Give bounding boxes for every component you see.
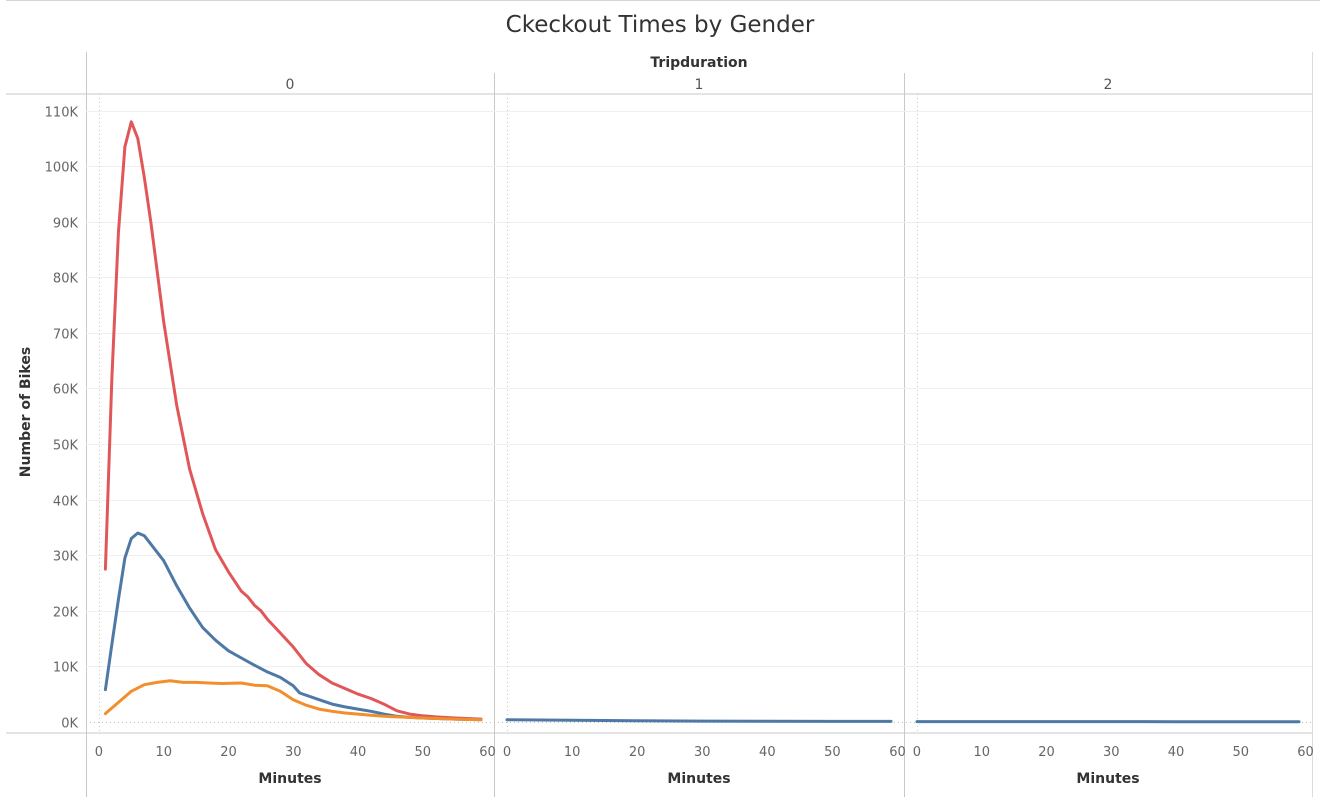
x-tick-label: 20: [1038, 745, 1055, 760]
x-tick-label: 40: [350, 745, 367, 760]
y-tick-label: 100K: [45, 161, 79, 176]
x-tick-label: 0: [95, 745, 103, 760]
x-tick-label: 10: [973, 745, 990, 760]
y-tick-label: 10K: [53, 661, 79, 676]
panel-header-label: 1: [695, 77, 704, 93]
y-tick-label: 70K: [53, 328, 79, 343]
x-tick-label: 50: [1232, 745, 1249, 760]
y-tick-label: 30K: [53, 550, 79, 565]
chart-title: Ckeckout Times by Gender: [505, 12, 815, 38]
y-tick-label: 50K: [53, 439, 79, 454]
x-tick-label: 40: [1168, 745, 1185, 760]
x-tick-label: 30: [694, 745, 711, 760]
x-axis-title: Minutes: [258, 771, 321, 787]
x-tick-label: 50: [414, 745, 431, 760]
series-line: [103, 679, 483, 722]
x-tick-label: 30: [285, 745, 302, 760]
x-tick-label: 60: [1297, 745, 1314, 760]
x-tick-label: 50: [824, 745, 841, 760]
x-tick-label: 60: [479, 745, 496, 760]
y-tick-label: 0K: [61, 717, 78, 732]
x-tick-label: 40: [759, 745, 776, 760]
x-tick-label: 10: [155, 745, 172, 760]
y-tick-label: 110K: [45, 106, 79, 121]
panel-header-label: 2: [1104, 77, 1113, 93]
panel-header-label: 0: [286, 77, 295, 93]
series-line: [103, 120, 483, 721]
x-tick-label: 30: [1103, 745, 1120, 760]
x-tick-label: 20: [220, 745, 237, 760]
x-axis-title: Minutes: [1076, 771, 1139, 787]
series-line: [103, 531, 483, 722]
y-tick-label: 20K: [53, 606, 79, 621]
x-tick-label: 10: [564, 745, 581, 760]
y-tick-label: 80K: [53, 272, 79, 287]
column-header-label: Tripduration: [650, 55, 748, 71]
y-tick-label: 90K: [53, 217, 79, 232]
x-tick-label: 20: [629, 745, 646, 760]
series-line: [505, 718, 893, 723]
y-tick-label: 40K: [53, 495, 79, 510]
x-tick-label: 0: [913, 745, 921, 760]
y-tick-label: 60K: [53, 383, 79, 398]
x-tick-label: 0: [503, 745, 511, 760]
x-axis-title: Minutes: [667, 771, 730, 787]
x-tick-label: 60: [889, 745, 906, 760]
